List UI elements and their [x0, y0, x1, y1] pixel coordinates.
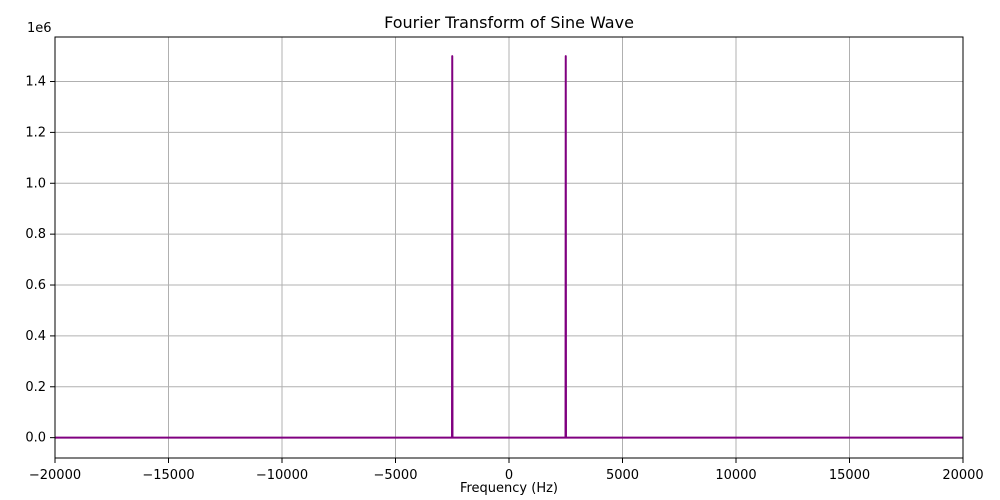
x-axis-label: Frequency (Hz): [460, 481, 558, 496]
x-tick-label: 5000: [606, 468, 639, 483]
x-tick-label: −15000: [142, 468, 194, 483]
ticks-layer: −20000 −15000 −10000 −5000 0 5000 10000 15000 20…: [25, 75, 983, 483]
x-tick-label: 20000: [942, 468, 983, 483]
y-tick-label: 1.2: [25, 125, 46, 140]
x-tick-label: −5000: [374, 468, 418, 483]
y-tick-label: 0.0: [25, 431, 46, 446]
x-tick-label: −10000: [256, 468, 308, 483]
y-tick-label: 1.0: [25, 176, 46, 191]
x-tick-label: 10000: [715, 468, 756, 483]
y-offset-label: 1e6: [27, 21, 52, 36]
x-tick-label: 15000: [829, 468, 870, 483]
frequency-spectrum-line: [55, 55, 963, 439]
y-tick-label: 0.2: [25, 380, 46, 395]
x-tick-label: 0: [505, 468, 513, 483]
x-tick-label: −20000: [29, 468, 81, 483]
chart-title: Fourier Transform of Sine Wave: [384, 13, 634, 32]
y-tick-label: 0.6: [25, 278, 46, 293]
y-tick-label: 0.8: [25, 227, 46, 242]
y-tick-label: 1.4: [25, 75, 46, 90]
y-tick-label: 0.4: [25, 329, 46, 344]
